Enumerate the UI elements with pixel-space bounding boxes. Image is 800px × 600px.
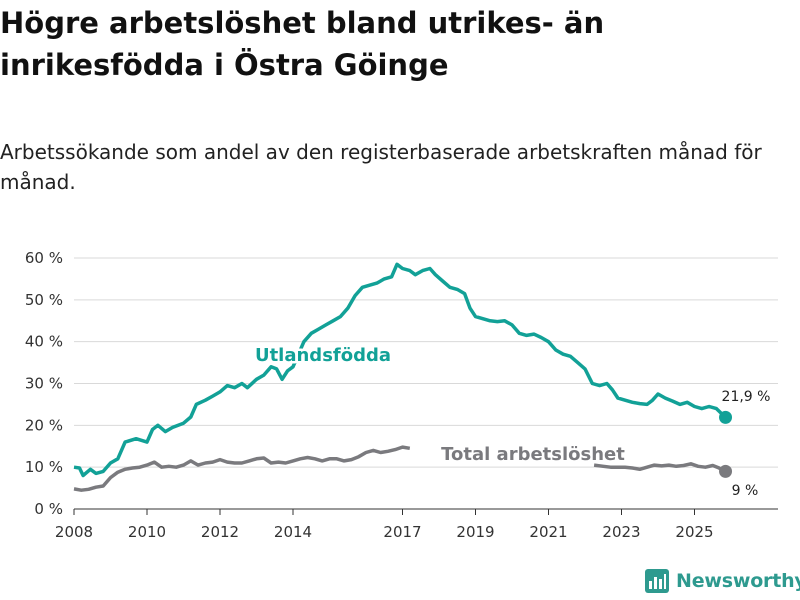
- series-label-total: Total arbetslöshet: [441, 444, 625, 465]
- end-value-label: 21,9 %: [722, 389, 771, 405]
- series-label-utlandsfodda: Utlandsfödda: [255, 345, 391, 366]
- end-point-total: [719, 464, 733, 478]
- chart-subtitle: Arbetssökande som andel av den registerb…: [0, 140, 762, 194]
- x-tick-label: 2014: [274, 523, 312, 541]
- end-point-utlandsfodda: [719, 410, 733, 424]
- series-line-total: [73, 445, 411, 492]
- y-tick-label: 40 %: [25, 333, 63, 351]
- y-tick-label: 0 %: [34, 500, 63, 518]
- y-tick-label: 30 %: [25, 375, 63, 393]
- x-tick-label: 2025: [675, 523, 713, 541]
- newsworthy-logo: Newsworthy: [644, 568, 800, 594]
- y-tick-label: 60 %: [25, 249, 63, 267]
- end-value-label: 9 %: [732, 483, 759, 499]
- x-tick-label: 2008: [55, 523, 93, 541]
- y-tick-label: 20 %: [25, 416, 63, 434]
- x-tick-label: 2012: [201, 523, 239, 541]
- y-tick-label: 50 %: [25, 291, 63, 309]
- chart-title: Högre arbetslöshet bland utrikes- än inr…: [0, 6, 605, 82]
- series-line-total-tail: [593, 462, 727, 473]
- x-tick-label: 2023: [602, 523, 640, 541]
- x-tick-label: 2010: [128, 523, 166, 541]
- bar-chart-icon: [645, 569, 669, 593]
- brand-name: Newsworthy: [676, 570, 800, 592]
- x-tick-label: 2019: [456, 523, 494, 541]
- x-tick-label: 2017: [383, 523, 421, 541]
- y-tick-label: 10 %: [25, 458, 63, 476]
- x-tick-label: 2021: [529, 523, 567, 541]
- series-line-utlandsfodda: [73, 262, 727, 478]
